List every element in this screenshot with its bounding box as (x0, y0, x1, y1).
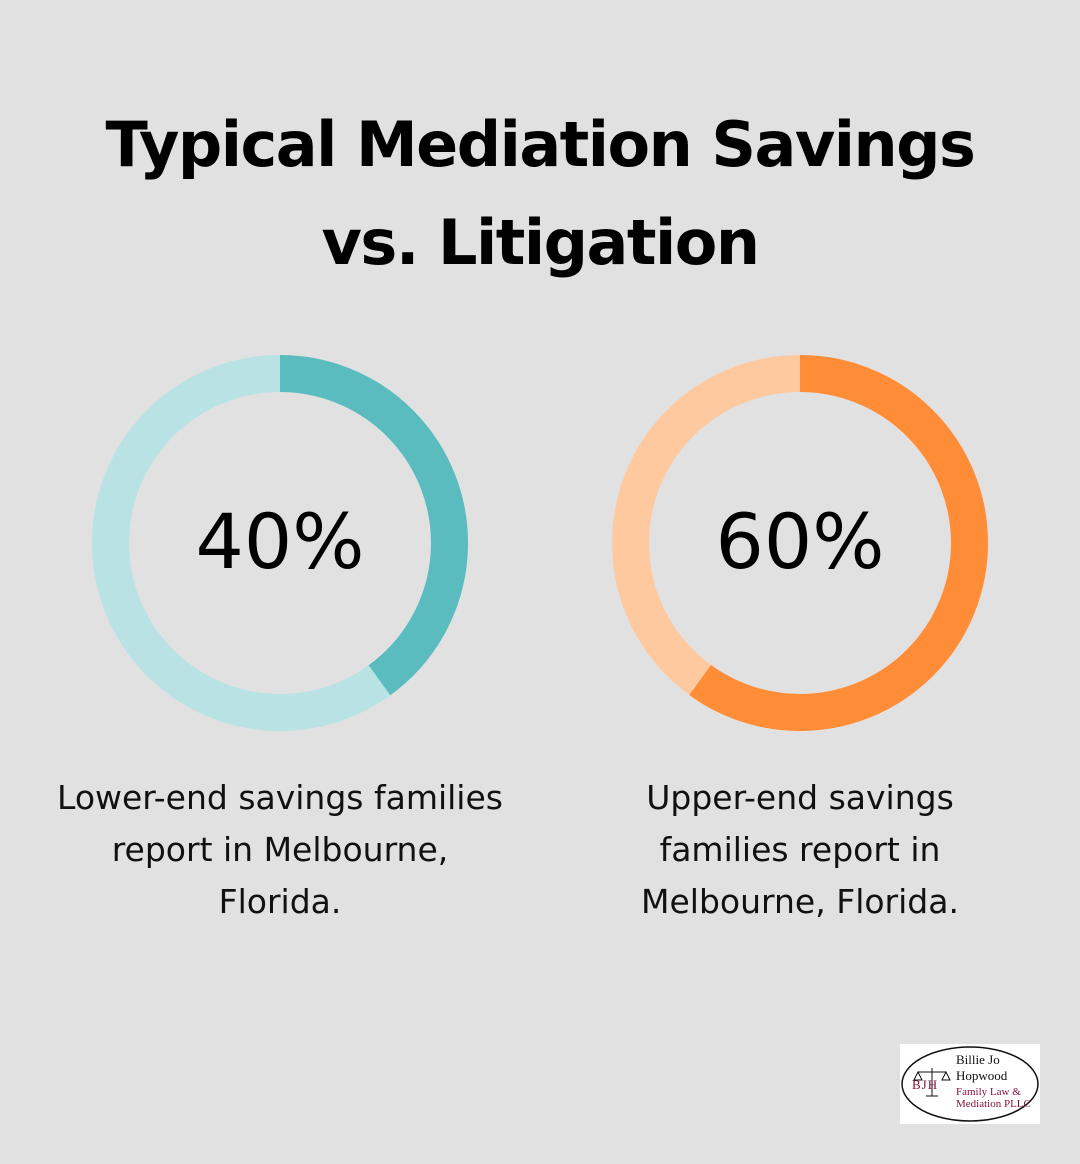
scales-of-justice-icon (913, 1068, 951, 1097)
stat-value-upper: 60% (715, 497, 885, 586)
donut-chart-upper (612, 355, 988, 731)
caption-line: Florida. (218, 882, 342, 921)
caption-line: Lower-end savings families (57, 778, 503, 817)
donut-value-lower (92, 355, 468, 731)
chart-title: Typical Mediation Savings vs. Litigation (0, 96, 1080, 292)
title-line-1: Typical Mediation Savings (105, 108, 976, 181)
caption-line: families report in (659, 830, 941, 869)
title-line-2: vs. Litigation (321, 206, 760, 279)
donut-chart-lower (92, 355, 468, 731)
stat-caption-lower: Lower-end savings families report in Mel… (20, 772, 540, 928)
logo-line-3: Family Law & (956, 1086, 1021, 1098)
caption-line: report in Melbourne, (111, 830, 449, 869)
firm-logo: BJH Billie Jo Hopwood Family Law & Media… (900, 1044, 1040, 1124)
logo-monogram: BJH (912, 1077, 939, 1092)
logo-ellipse (901, 1046, 1039, 1122)
stat-value-lower: 40% (195, 497, 365, 586)
logo-line-4: Mediation PLLC (956, 1098, 1031, 1110)
donut-value-upper (612, 355, 988, 731)
logo-line-1: Billie Jo (956, 1052, 1000, 1067)
caption-line: Melbourne, Florida. (641, 882, 959, 921)
stat-caption-upper: Upper-end savings families report in Mel… (540, 772, 1060, 928)
logo-line-2: Hopwood (956, 1068, 1008, 1083)
caption-line: Upper-end savings (646, 778, 954, 817)
